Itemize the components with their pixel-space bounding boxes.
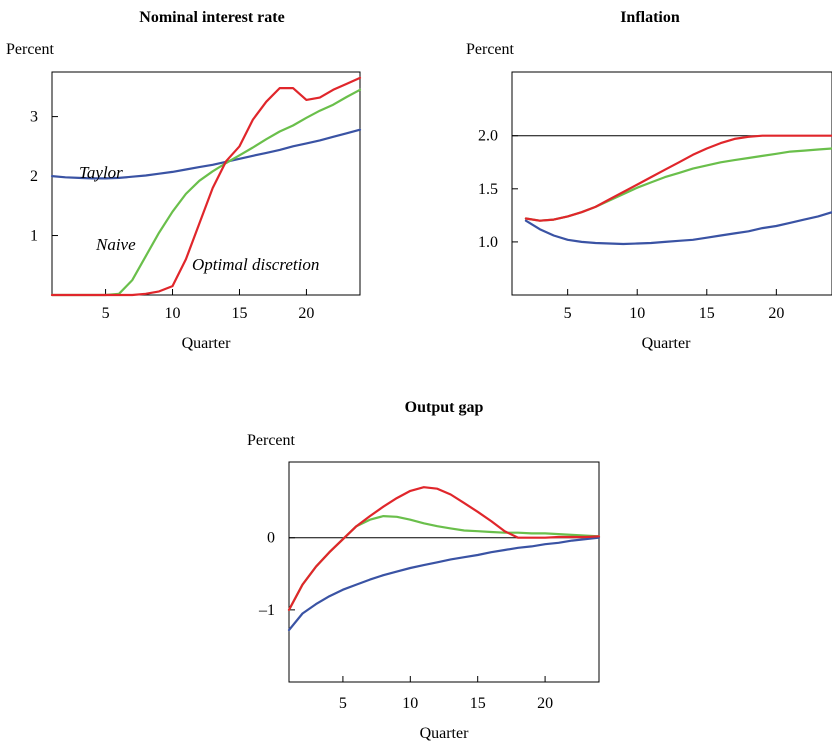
x-tick-label: 15 bbox=[470, 695, 486, 712]
series-taylor bbox=[524, 211, 832, 246]
x-tick-label: 5 bbox=[564, 305, 572, 322]
x-tick-label: 15 bbox=[699, 305, 715, 322]
series-optimal-discretion bbox=[524, 134, 832, 222]
x-tick-label: 5 bbox=[102, 305, 110, 322]
series-taylor bbox=[50, 128, 362, 180]
y-tick-label: 1.0 bbox=[478, 234, 498, 251]
series-naive bbox=[287, 515, 601, 611]
x-tick-label: 20 bbox=[298, 305, 314, 322]
panel-1 bbox=[50, 71, 362, 297]
x-tick-label: 10 bbox=[165, 305, 181, 322]
y-tick-label: –1 bbox=[258, 602, 275, 619]
y-axis-label: Percent bbox=[466, 41, 515, 58]
annotation-optimal-discretion: Optimal discretion bbox=[192, 255, 319, 274]
x-tick-label: 10 bbox=[629, 305, 645, 322]
x-tick-label: 15 bbox=[231, 305, 247, 322]
series-optimal-discretion bbox=[287, 486, 601, 611]
y-tick-label: 3 bbox=[30, 109, 38, 126]
x-tick-label: 20 bbox=[768, 305, 784, 322]
chart-title: Inflation bbox=[620, 9, 680, 26]
y-axis-label: Percent bbox=[247, 432, 296, 449]
x-axis-label: Quarter bbox=[182, 335, 232, 352]
y-tick-label: 2.0 bbox=[478, 128, 498, 145]
x-axis-label: Quarter bbox=[642, 335, 692, 352]
x-tick-label: 20 bbox=[537, 695, 553, 712]
annotation-taylor: Taylor bbox=[79, 163, 123, 182]
panel-3 bbox=[287, 461, 601, 683]
annotation-naive: Naive bbox=[95, 235, 136, 254]
x-tick-label: 5 bbox=[339, 695, 347, 712]
series-naive bbox=[524, 147, 832, 222]
plot-frame bbox=[288, 461, 600, 683]
plot-frame bbox=[511, 71, 832, 296]
y-axis-label: Percent bbox=[6, 41, 55, 58]
y-tick-label: 0 bbox=[267, 530, 275, 547]
x-axis-label: Quarter bbox=[420, 725, 470, 742]
y-tick-label: 2 bbox=[30, 168, 38, 185]
chart-title: Nominal interest rate bbox=[139, 9, 284, 26]
series-optimal-discretion bbox=[50, 76, 362, 297]
x-tick-label: 10 bbox=[402, 695, 418, 712]
series-taylor bbox=[287, 536, 601, 632]
y-tick-label: 1 bbox=[30, 228, 38, 245]
chart-title: Output gap bbox=[405, 399, 484, 416]
panel-2 bbox=[511, 71, 832, 296]
y-tick-label: 1.5 bbox=[478, 181, 498, 198]
